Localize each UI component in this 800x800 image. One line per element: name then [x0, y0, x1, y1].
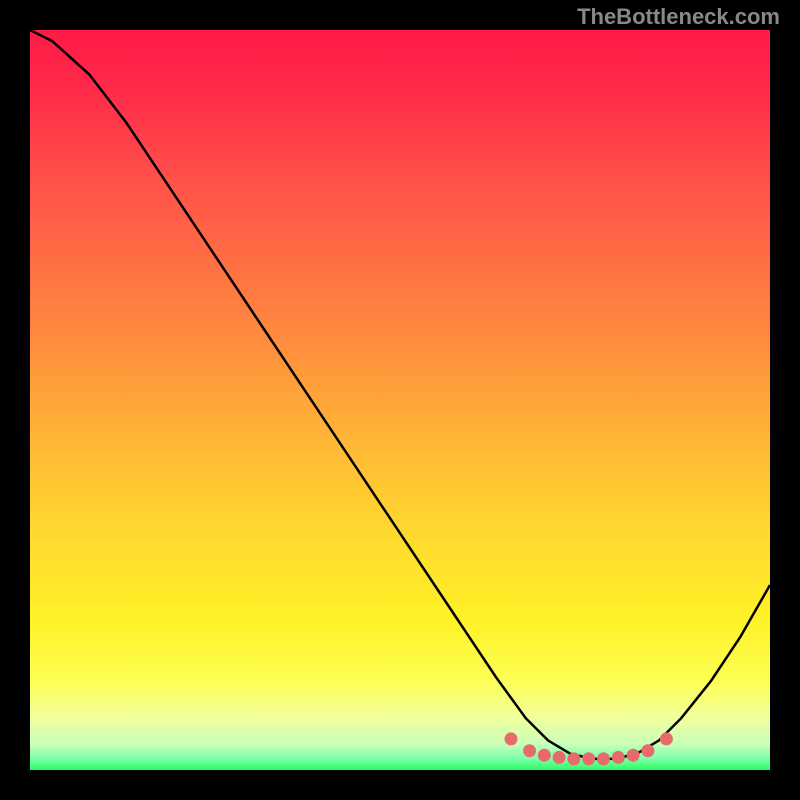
marker-point: [567, 752, 580, 765]
marker-point: [538, 749, 551, 762]
marker-point: [627, 749, 640, 762]
marker-point: [523, 744, 536, 757]
marker-point: [505, 732, 518, 745]
marker-group: [505, 732, 673, 765]
marker-point: [597, 752, 610, 765]
plot-area: [30, 30, 770, 770]
marker-point: [660, 732, 673, 745]
marker-point: [582, 752, 595, 765]
watermark-text: TheBottleneck.com: [577, 4, 780, 30]
marker-point: [553, 751, 566, 764]
marker-point: [612, 751, 625, 764]
marker-point: [641, 744, 654, 757]
curve-layer: [30, 30, 770, 770]
main-curve: [30, 30, 770, 759]
